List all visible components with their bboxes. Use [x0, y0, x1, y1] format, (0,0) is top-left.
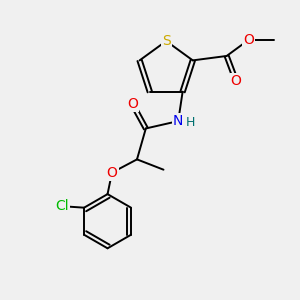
Text: O: O — [106, 166, 117, 180]
Text: N: N — [173, 114, 183, 128]
Text: S: S — [162, 34, 171, 48]
Text: O: O — [243, 33, 254, 47]
Text: O: O — [231, 74, 242, 88]
Text: Cl: Cl — [55, 199, 69, 213]
Text: O: O — [127, 97, 138, 111]
Text: H: H — [186, 116, 195, 129]
